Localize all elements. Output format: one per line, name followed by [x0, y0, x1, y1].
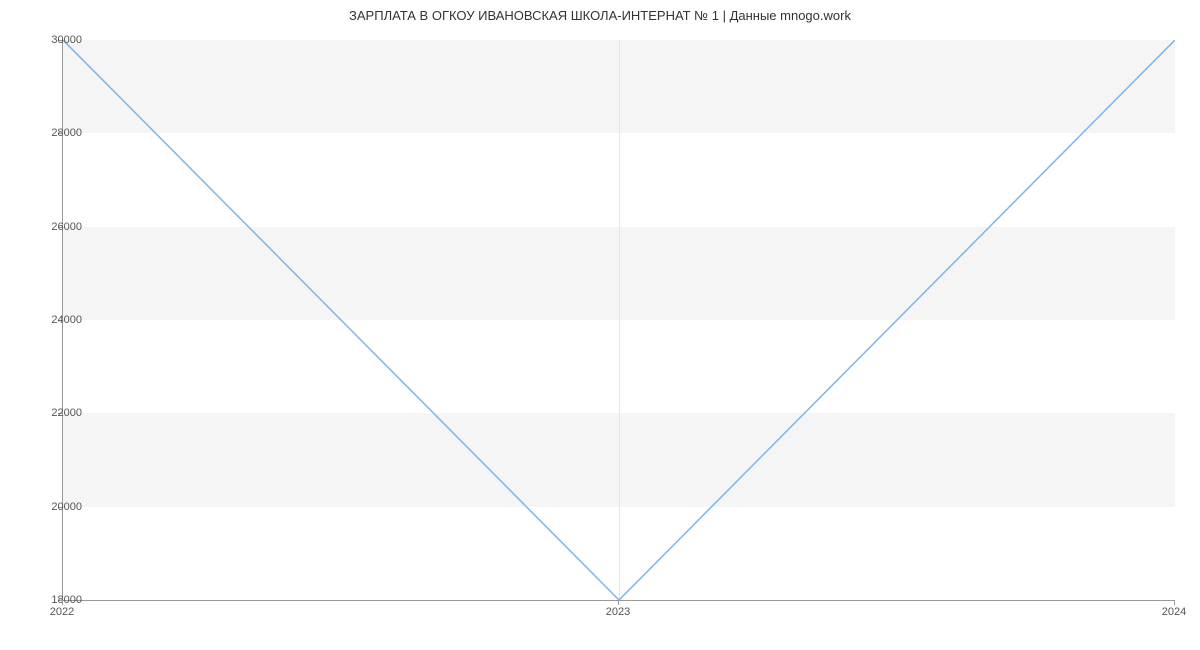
x-tick-label: 2024 — [1162, 606, 1186, 618]
y-tick-label: 30000 — [32, 34, 82, 46]
y-tick-label: 24000 — [32, 314, 82, 326]
x-tick-mark — [62, 600, 63, 605]
y-tick-label: 28000 — [32, 127, 82, 139]
salary-chart: ЗАРПЛАТА В ОГКОУ ИВАНОВСКАЯ ШКОЛА-ИНТЕРН… — [0, 0, 1200, 650]
x-tick-mark — [1174, 600, 1175, 605]
y-tick-label: 20000 — [32, 501, 82, 513]
line-series — [63, 40, 1175, 600]
y-tick-label: 26000 — [32, 221, 82, 233]
x-tick-label: 2022 — [50, 606, 74, 618]
x-tick-mark — [618, 600, 619, 605]
chart-title: ЗАРПЛАТА В ОГКОУ ИВАНОВСКАЯ ШКОЛА-ИНТЕРН… — [0, 8, 1200, 23]
y-tick-label: 22000 — [32, 407, 82, 419]
plot-area — [62, 40, 1175, 601]
x-tick-label: 2023 — [606, 606, 630, 618]
y-tick-label: 18000 — [32, 594, 82, 606]
